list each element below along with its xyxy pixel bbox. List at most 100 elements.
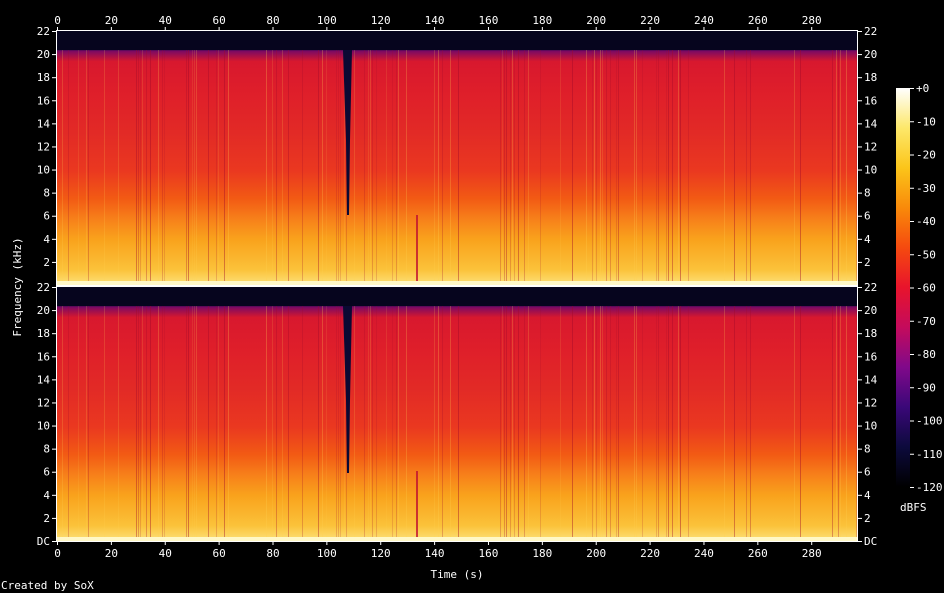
x-tick-label-top: 60 [212, 14, 225, 27]
x-tick-label-top: 40 [159, 14, 172, 27]
colorbar-tick-label: -80 [916, 348, 936, 361]
channel-bottom-dc-line [57, 537, 857, 541]
x-tick-label-top: 120 [371, 14, 391, 27]
y-tick-label-left: 6 [43, 466, 50, 479]
x-tick-label-bottom: 220 [640, 547, 660, 560]
channel-top-plot [57, 31, 857, 285]
y-tick-label-right: 2 [864, 512, 871, 525]
channel-bottom-frame [56, 286, 858, 542]
y-tick-label-left: 14 [37, 117, 51, 130]
y-tick-label-left: 2 [43, 512, 50, 525]
y-tick-label-left: 4 [43, 233, 50, 246]
y-tick-label-right: 16 [864, 94, 877, 107]
x-tick-label-top: 20 [105, 14, 118, 27]
colorbar: +0 -10 -20 -30 -40 -50 -60 -70 -80 -90 -100 -110 -12… [896, 82, 943, 514]
x-tick-label-top: 220 [640, 14, 660, 27]
y-tick-label-left: 16 [37, 94, 50, 107]
x-tick-label-bottom: 20 [105, 547, 118, 560]
y-tick-label-right: 4 [864, 233, 871, 246]
x-axis-label: Time (s) [431, 568, 484, 581]
channel-top-cutoff-band [57, 31, 857, 50]
y-tick-label-left: 20 [37, 48, 50, 61]
channel-top-dc-line [57, 281, 857, 285]
y-tick-label-right: 6 [864, 210, 871, 223]
colorbar-tick-label: -50 [916, 248, 936, 261]
y-tick-label-right: DC [864, 535, 877, 548]
y-tick-label-right: 2 [864, 256, 871, 269]
y-tick-label-left: 12 [37, 396, 50, 409]
x-tick-label-bottom: 280 [802, 547, 822, 560]
colorbar-tick-label: -90 [916, 381, 936, 394]
y-tick-label-left: 6 [43, 210, 50, 223]
x-tick-label-bottom: 160 [479, 547, 499, 560]
channel-bottom-streaks [57, 287, 857, 541]
y-tick-label-left: 8 [43, 443, 50, 456]
colorbar-tick-label: -60 [916, 282, 936, 295]
x-tick-label-bottom: 80 [266, 547, 279, 560]
x-tick-label-top: 240 [694, 14, 714, 27]
x-tick-label-bottom: 140 [425, 547, 445, 560]
y-tick-label-right: 4 [864, 489, 871, 502]
x-axis-top: 0 20 40 60 80 100 120 140 160 180 200 220 240 260 280 [54, 14, 822, 31]
x-tick-label-bottom: 40 [159, 547, 172, 560]
colorbar-ticks: +0 -10 -20 -30 -40 -50 -60 -70 -80 -90 -100 -110 -12… [910, 82, 943, 494]
x-tick-label-bottom: 120 [371, 547, 391, 560]
y-tick-label-right: 10 [864, 420, 877, 433]
x-tick-label-top: 100 [317, 14, 337, 27]
channel-top-dropout [343, 50, 352, 215]
colorbar-tick-label: -10 [916, 115, 936, 128]
y-tick-label-left: 22 [37, 25, 50, 38]
x-tick-label-bottom: 200 [586, 547, 606, 560]
colorbar-tick-label: -100 [916, 415, 943, 428]
channel-bottom-cutoff-band [57, 287, 857, 306]
y-tick-label-left: 18 [37, 71, 50, 84]
x-tick-label-top: 180 [532, 14, 552, 27]
y-tick-label-left: 10 [37, 164, 50, 177]
colorbar-tick-label: -120 [916, 481, 943, 494]
y-tick-label-right: 14 [864, 117, 878, 130]
y-tick-label-right: 8 [864, 443, 871, 456]
channel-top-streaks [57, 31, 857, 285]
y-tick-label-right: 20 [864, 304, 877, 317]
colorbar-label: dBFS [900, 501, 927, 514]
x-tick-label-top: 160 [479, 14, 499, 27]
x-tick-label-top: 140 [425, 14, 445, 27]
y-tick-label-right: 12 [864, 140, 877, 153]
colorbar-tick-label: +0 [916, 82, 929, 95]
x-tick-label-bottom: 100 [317, 547, 337, 560]
channel-top-transient [416, 215, 418, 281]
y-tick-label-right: 22 [864, 281, 877, 294]
colorbar-tick-label: -20 [916, 149, 936, 162]
y-tick-label-left: 10 [37, 420, 50, 433]
y-tick-label-right: 8 [864, 187, 871, 200]
x-tick-label-bottom: 0 [54, 547, 61, 560]
x-tick-label-top: 200 [586, 14, 606, 27]
channel-top-frame [56, 30, 858, 286]
y-axis-label: Frequency (kHz) [11, 237, 24, 336]
y-tick-label-left: 12 [37, 140, 50, 153]
x-tick-label-top: 280 [802, 14, 822, 27]
colorbar-tick-label: -40 [916, 215, 936, 228]
colorbar-tick-label: -30 [916, 182, 936, 195]
x-tick-label-bottom: 60 [212, 547, 225, 560]
y-tick-label-left: 14 [37, 373, 51, 386]
y-tick-label-left: 16 [37, 350, 50, 363]
x-tick-label-top: 80 [266, 14, 279, 27]
y-tick-label-right: 18 [864, 327, 877, 340]
y-tick-label-right: 12 [864, 396, 877, 409]
channel-bottom-transient [416, 471, 418, 537]
x-tick-label-bottom: 180 [532, 547, 552, 560]
channel-bottom-dropout [343, 306, 352, 473]
footer-credit: Created by SoX [1, 579, 94, 592]
x-tick-label-bottom: 240 [694, 547, 714, 560]
y-tick-label-left: 20 [37, 304, 50, 317]
y-tick-label-left: 4 [43, 489, 50, 502]
x-axis-bottom: 0 20 40 60 80 100 120 140 160 180 200 220 240 260 280 [54, 541, 822, 560]
colorbar-tick-label: -110 [916, 448, 943, 461]
y-tick-label-right: 14 [864, 373, 878, 386]
x-tick-label-top: 260 [748, 14, 768, 27]
x-tick-label-top: 0 [54, 14, 61, 27]
plot-frames [56, 30, 858, 542]
y-tick-label-right: 16 [864, 350, 877, 363]
